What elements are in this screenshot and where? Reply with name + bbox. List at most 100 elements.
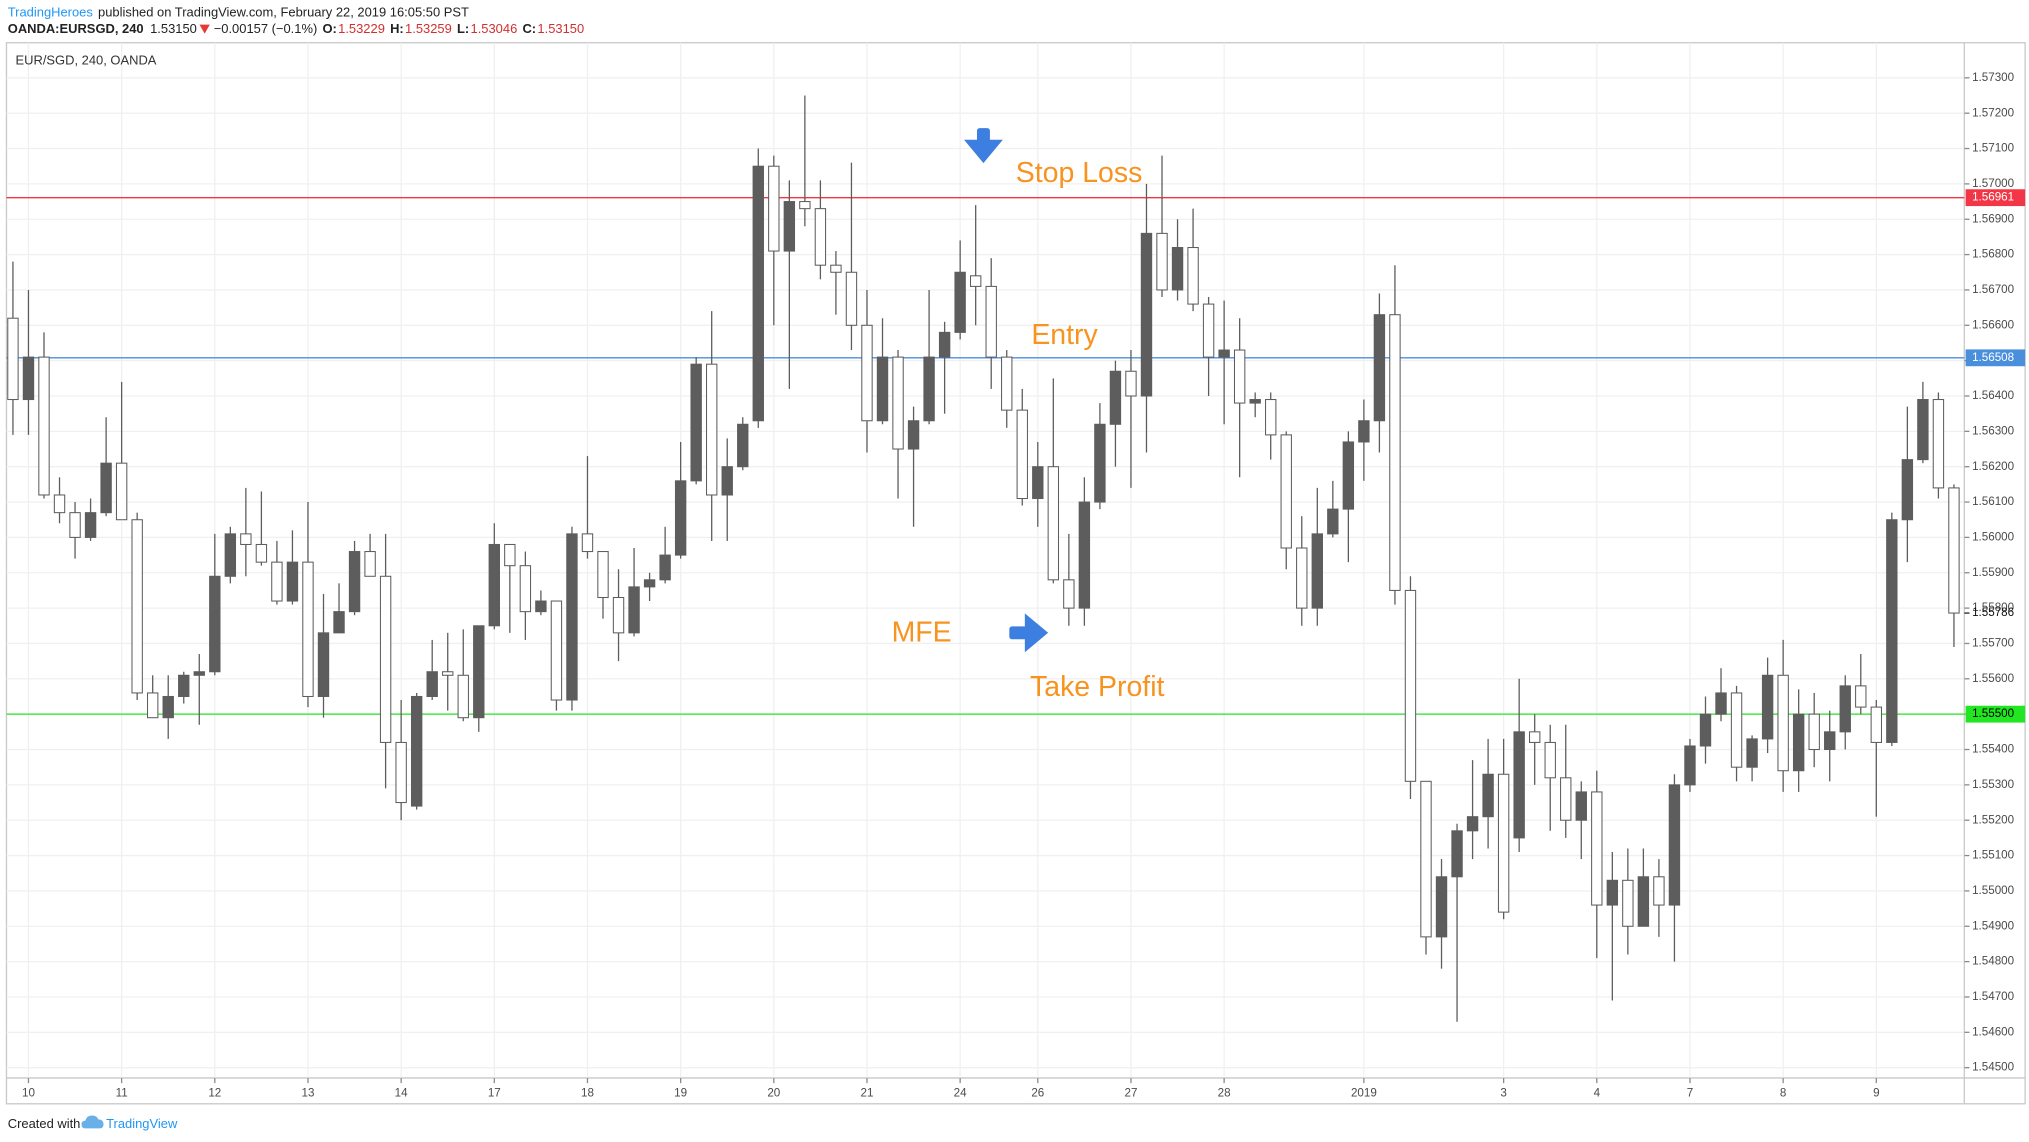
x-tick-label: 3: [1500, 1087, 1506, 1100]
candle-body: [488, 543, 501, 627]
header-text: TradingHeroes: [8, 4, 93, 19]
candle-body: [1591, 791, 1603, 906]
candle-body: [1761, 674, 1774, 740]
candle-body: [1296, 547, 1308, 609]
candle-body: [1016, 409, 1028, 500]
x-tick-label: 12: [208, 1087, 221, 1100]
candle-body: [1187, 247, 1199, 305]
candle-body: [861, 324, 873, 422]
candle-body: [115, 462, 128, 521]
y-tick-label: 1.56800: [1972, 248, 2015, 261]
candle-body: [985, 285, 997, 358]
candle-body: [1001, 356, 1013, 411]
candle-body: [581, 533, 594, 553]
header-text: 1.53259: [405, 21, 452, 36]
candle-body: [752, 165, 764, 422]
candle-body: [1932, 399, 1945, 489]
candle-body: [907, 420, 920, 450]
level-label: 1.56961: [1972, 191, 2014, 204]
footer-text: Created with: [8, 1116, 81, 1131]
y-tick-label: 1.55900: [1972, 566, 2015, 579]
candle-body: [1311, 533, 1323, 609]
candle-body: [845, 271, 858, 326]
level-annotation: Take Profit: [1030, 671, 1165, 703]
candle-body: [69, 512, 81, 538]
header-text: OANDA:EURSGD, 240: [8, 21, 144, 36]
header-text: C:: [522, 21, 536, 36]
last-price-label: 1.55786: [1972, 606, 2014, 619]
y-tick-label: 1.55600: [1972, 672, 2015, 685]
candle-body: [131, 519, 143, 694]
candle-body: [659, 554, 671, 581]
header-text: L:: [457, 21, 469, 36]
y-tick-label: 1.55700: [1972, 637, 2015, 650]
candle-body: [1839, 685, 1851, 733]
mfe-annotation: MFE: [892, 617, 952, 649]
header-text: published on TradingView.com, February 2…: [98, 4, 469, 19]
y-tick-label: 1.55100: [1972, 849, 2015, 862]
header-text: 1.53150: [537, 21, 584, 36]
candle-body: [53, 494, 66, 514]
y-tick-label: 1.56400: [1972, 389, 2015, 402]
x-tick-label: 9: [1873, 1087, 1879, 1100]
candle-body: [1233, 349, 1246, 404]
candle-body: [1730, 692, 1743, 768]
candle-body: [783, 201, 796, 252]
candle-body: [1715, 692, 1727, 715]
candle-body: [674, 480, 687, 556]
candle-body: [1482, 773, 1494, 818]
candle-body: [1824, 731, 1836, 751]
candle-body: [1094, 423, 1106, 503]
x-tick-label: 24: [954, 1087, 967, 1100]
candle-body: [84, 512, 97, 538]
candle-body: [1047, 466, 1060, 581]
candle-body: [209, 575, 221, 673]
header: TradingHeroes published on TradingView.co…: [8, 4, 584, 36]
y-tick-label: 1.55000: [1972, 884, 2015, 897]
candle-body: [1917, 399, 1929, 461]
candle-body: [348, 551, 361, 613]
header-text: O:: [322, 21, 336, 36]
y-tick-label: 1.55200: [1972, 813, 2015, 826]
x-tick-label: 11: [116, 1087, 128, 1100]
candle-body: [255, 543, 268, 563]
x-tick-label: 20: [767, 1087, 780, 1100]
candle-body: [1513, 731, 1525, 839]
candle-body: [923, 356, 935, 422]
candle-body: [954, 271, 966, 333]
candle-body: [1792, 713, 1805, 772]
candle-body: [1420, 780, 1432, 938]
candle-body: [1560, 777, 1572, 821]
level-label-box: [1965, 349, 2026, 367]
candle-body: [1466, 816, 1479, 832]
candle-body: [271, 561, 283, 602]
level-annotation: Entry: [1031, 319, 1098, 351]
y-tick-label: 1.57300: [1972, 71, 2015, 84]
down-arrow: [964, 128, 1003, 164]
candle-body: [473, 625, 485, 719]
x-tick-label: 8: [1780, 1087, 1786, 1100]
candle-body: [1280, 434, 1292, 549]
candle-body: [1063, 579, 1075, 609]
candle-body: [643, 579, 656, 588]
candle-body: [1497, 773, 1510, 913]
header-text: H:: [390, 21, 404, 36]
y-tick-label: 1.56700: [1972, 283, 2015, 296]
candle-body: [1265, 399, 1277, 436]
axes: 1.54500 1.54600 1.54700 1.54800 1.54900 1.550…: [22, 71, 2026, 1100]
y-tick-label: 1.57200: [1972, 106, 2015, 119]
y-tick-label: 1.54900: [1972, 919, 2015, 932]
candle-body: [1637, 876, 1650, 927]
candle-body: [302, 561, 314, 698]
candle-body: [535, 600, 547, 613]
candle-body: [768, 165, 780, 252]
y-tick-label: 1.54600: [1972, 1025, 2015, 1038]
candle-body: [1901, 459, 1914, 521]
level-label-box: [1965, 705, 2026, 723]
candle-body: [628, 586, 640, 634]
y-tick-label: 1.54500: [1972, 1061, 2015, 1074]
x-tick-label: 4: [1594, 1087, 1601, 1100]
y-tick-label: 1.56300: [1972, 424, 2015, 437]
x-tick-label: 21: [861, 1087, 874, 1100]
candle-body: [178, 674, 190, 698]
